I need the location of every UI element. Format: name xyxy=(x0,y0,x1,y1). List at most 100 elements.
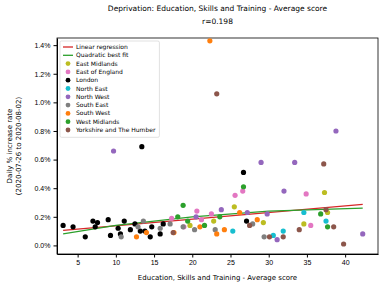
scatter-point xyxy=(308,223,313,228)
legend: Linear regressionQuadratic best fit East … xyxy=(60,41,159,137)
x-axis: 510152025303540 xyxy=(58,254,379,266)
scatter-point xyxy=(61,223,66,228)
scatter-point xyxy=(83,234,88,239)
y-tick: 1.2% xyxy=(35,71,57,78)
y-tick-mark xyxy=(54,217,58,218)
fit-line xyxy=(63,208,363,234)
x-tick-mark xyxy=(154,254,155,258)
scatter-point xyxy=(209,211,214,216)
y-tick-mark xyxy=(54,74,58,75)
chart-container: 5101520253035400.0%0.2%0.4%0.6%0.8%1.0%1… xyxy=(0,0,384,288)
scatter-point xyxy=(318,211,323,216)
scatter-group xyxy=(230,210,328,238)
scatter-point xyxy=(93,224,98,229)
y-tick: 1.0% xyxy=(35,99,57,106)
x-tick: 15 xyxy=(151,254,159,266)
y-tick-mark xyxy=(54,188,58,189)
y-tick-mark xyxy=(54,102,58,103)
scatter-point xyxy=(185,218,190,223)
scatter-point xyxy=(175,214,180,219)
y-axis-title-line: Daily % increase rate xyxy=(6,109,14,184)
y-tick-label: 1.4% xyxy=(35,42,51,49)
legend-label: North East xyxy=(76,85,108,92)
y-tick: 1.4% xyxy=(35,42,57,49)
legend-label: East Midlands xyxy=(76,60,118,67)
y-tick-label: 1.0% xyxy=(35,99,51,106)
scatter-point xyxy=(325,224,330,229)
scatter-point xyxy=(194,214,199,219)
y-tick: 0.8% xyxy=(35,128,57,135)
scatter-point xyxy=(134,234,139,239)
legend-label: North West xyxy=(76,93,110,100)
scatter-point xyxy=(207,38,212,43)
x-tick: 30 xyxy=(265,254,273,266)
scatter-point xyxy=(106,217,111,222)
x-tick-label: 15 xyxy=(151,259,159,266)
legend-marker xyxy=(66,94,71,99)
x-tick-label: 30 xyxy=(265,259,273,266)
scatter-point xyxy=(199,217,204,222)
x-tick: 10 xyxy=(112,254,120,266)
scatter-point xyxy=(333,128,338,133)
scatter-point xyxy=(161,221,166,226)
scatter-group xyxy=(175,184,330,229)
x-tick-mark xyxy=(116,254,117,258)
x-tick-label: 35 xyxy=(304,259,312,266)
y-axis: 0.0%0.2%0.4%0.6%0.8%1.0%1.2%1.4% xyxy=(35,39,58,255)
scatter-point xyxy=(262,234,267,239)
scatter-point xyxy=(197,224,202,229)
scatter-point xyxy=(232,204,237,209)
scatter-group xyxy=(187,190,330,228)
scatter-point xyxy=(122,218,127,223)
scatter-point xyxy=(141,218,146,223)
scatter-point xyxy=(230,229,235,234)
scatter-point xyxy=(149,224,154,229)
y-axis-title: Daily % increase rate(2020-07-26 to 2020… xyxy=(6,97,23,196)
legend-label: Quadratic best fit xyxy=(76,51,129,58)
plot-marks xyxy=(61,38,366,246)
scatter-point xyxy=(217,214,222,219)
legend-marker xyxy=(66,70,71,75)
scatter-point xyxy=(323,207,328,212)
scatter-point xyxy=(139,144,144,149)
x-tick-label: 20 xyxy=(189,259,197,266)
scatter-point xyxy=(360,231,365,236)
scatter-point xyxy=(168,221,173,226)
y-tick-mark xyxy=(54,160,58,161)
legend-label: Linear regression xyxy=(76,43,128,51)
scatter-point xyxy=(281,188,286,193)
scatter-point xyxy=(321,161,326,166)
scatter-point xyxy=(171,230,176,235)
y-tick-mark xyxy=(54,245,58,246)
x-tick-mark xyxy=(269,254,270,258)
scatter-point xyxy=(171,230,176,235)
y-tick-mark xyxy=(54,131,58,132)
chart-svg: 5101520253035400.0%0.2%0.4%0.6%0.8%1.0%1… xyxy=(0,0,384,288)
x-tick-label: 10 xyxy=(112,259,120,266)
y-tick: 0.4% xyxy=(35,185,57,192)
scatter-point xyxy=(297,227,302,232)
scatter-group xyxy=(169,188,313,229)
legend-label: London xyxy=(76,76,98,83)
scatter-point xyxy=(219,207,224,212)
x-tick: 5 xyxy=(76,254,80,266)
scatter-point xyxy=(181,224,186,229)
x-tick-mark xyxy=(307,254,308,258)
x-tick: 25 xyxy=(227,254,235,266)
scatter-point xyxy=(265,211,270,216)
scatter-point xyxy=(222,227,227,232)
scatter-point xyxy=(323,218,328,223)
scatter-point xyxy=(111,148,116,153)
scatter-point xyxy=(241,170,246,175)
scatter-point xyxy=(341,241,346,246)
scatter-point xyxy=(244,218,249,223)
scatter-point xyxy=(245,210,250,215)
scatter-point xyxy=(90,218,95,223)
legend-marker xyxy=(66,103,71,108)
y-tick-label: 0.4% xyxy=(35,185,51,192)
scatter-point xyxy=(261,220,266,225)
scatter-point xyxy=(275,237,280,242)
x-tick-mark xyxy=(78,254,79,258)
y-tick-label: 0.8% xyxy=(35,128,51,135)
scatter-point xyxy=(108,233,113,238)
